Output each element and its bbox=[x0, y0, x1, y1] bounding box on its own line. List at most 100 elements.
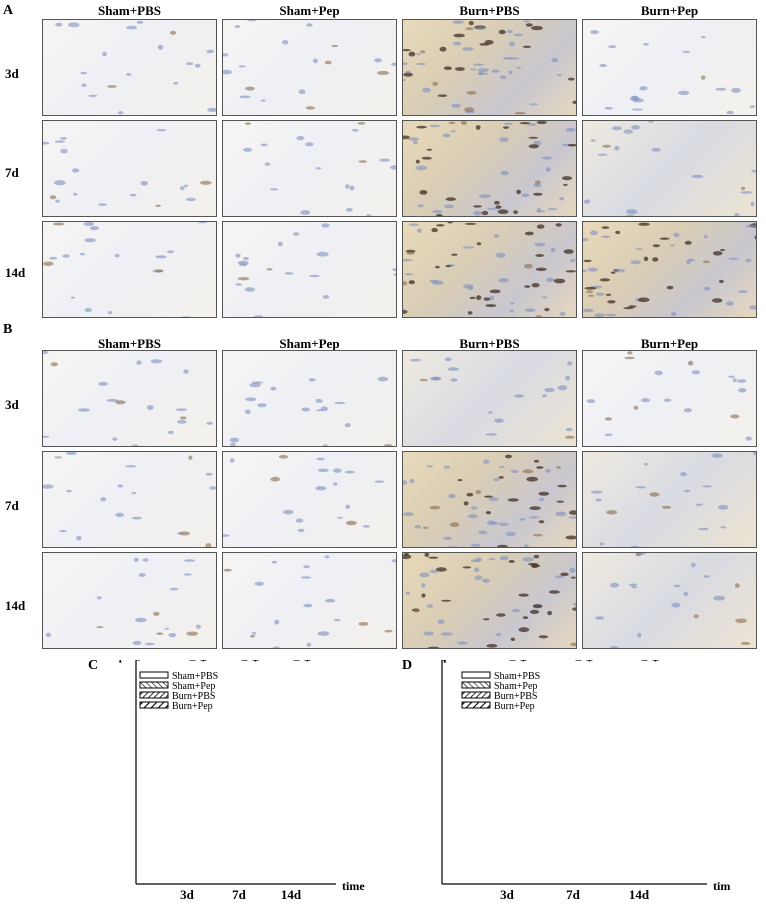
cell-nucleus bbox=[115, 512, 124, 518]
cell-nucleus bbox=[392, 268, 396, 272]
cell-nucleus bbox=[426, 465, 434, 468]
cell-nucleus bbox=[712, 251, 723, 256]
cell-nucleus bbox=[450, 130, 456, 133]
cell-nucleus bbox=[703, 286, 711, 291]
cell-nucleus bbox=[631, 125, 640, 130]
cell-nucleus bbox=[553, 278, 566, 284]
cell-nucleus bbox=[565, 427, 573, 432]
cell-nucleus bbox=[631, 545, 640, 547]
cell-nucleus bbox=[565, 270, 576, 273]
cell-nucleus bbox=[521, 193, 530, 197]
cell-nucleus bbox=[417, 228, 422, 234]
tissue-texture bbox=[403, 553, 576, 648]
cell-nucleus bbox=[270, 188, 279, 191]
cell-nucleus bbox=[247, 20, 257, 22]
cell-nucleus bbox=[701, 75, 706, 80]
cell-nucleus bbox=[403, 135, 410, 140]
cell-nucleus bbox=[524, 285, 531, 288]
cell-nucleus bbox=[278, 455, 289, 459]
cell-nucleus bbox=[324, 60, 332, 65]
cell-nucleus bbox=[567, 143, 576, 147]
cell-nucleus bbox=[186, 631, 199, 636]
cell-nucleus bbox=[271, 560, 278, 564]
cell-nucleus bbox=[71, 168, 80, 173]
cell-nucleus bbox=[649, 492, 660, 497]
cell-nucleus bbox=[510, 302, 515, 305]
cell-nucleus bbox=[643, 43, 650, 46]
cell-nucleus bbox=[745, 436, 752, 441]
cell-nucleus bbox=[556, 500, 565, 503]
cell-nucleus bbox=[630, 260, 641, 265]
cell-nucleus bbox=[344, 470, 355, 474]
cell-nucleus bbox=[432, 81, 439, 86]
c-x-tick-label: 3d bbox=[180, 887, 195, 900]
cell-nucleus bbox=[549, 590, 560, 594]
cell-nucleus bbox=[559, 197, 564, 201]
tissue-texture bbox=[223, 555, 396, 648]
cell-nucleus bbox=[408, 280, 415, 285]
panel-b-col-title-sham-pep: Sham+Pep bbox=[279, 336, 340, 351]
cell-nucleus bbox=[324, 555, 330, 559]
cell-nucleus bbox=[686, 259, 691, 265]
cell-nucleus bbox=[513, 33, 523, 37]
chart-d-svg: 050100150200Relative CD-68 protein expre… bbox=[316, 648, 736, 902]
c-legend-swatch bbox=[139, 691, 169, 699]
cell-nucleus bbox=[155, 255, 167, 259]
cell-nucleus bbox=[691, 174, 704, 179]
cell-nucleus bbox=[628, 583, 638, 587]
cell-nucleus bbox=[635, 486, 647, 489]
c-significance-mark: * bbox=[189, 660, 197, 664]
cell-nucleus bbox=[536, 121, 547, 125]
cell-nucleus bbox=[560, 572, 569, 577]
cell-nucleus bbox=[43, 261, 54, 267]
d-significance-mark: ‡ bbox=[653, 660, 659, 663]
cell-nucleus bbox=[142, 558, 149, 562]
cell-nucleus bbox=[413, 608, 420, 613]
cell-nucleus bbox=[429, 124, 441, 128]
cell-nucleus bbox=[639, 86, 648, 91]
cell-nucleus bbox=[623, 129, 634, 134]
cell-nucleus bbox=[98, 203, 107, 206]
cell-nucleus bbox=[711, 453, 723, 458]
cell-nucleus bbox=[316, 457, 325, 461]
d-legend-label: Burn+PBS bbox=[494, 691, 537, 702]
cell-nucleus bbox=[444, 357, 452, 362]
cell-nucleus bbox=[611, 271, 616, 274]
cell-nucleus bbox=[443, 66, 452, 70]
cell-nucleus bbox=[315, 398, 323, 403]
cell-nucleus bbox=[209, 486, 216, 490]
cell-nucleus bbox=[499, 555, 509, 561]
tissue-texture bbox=[242, 122, 396, 216]
cell-nucleus bbox=[583, 237, 589, 242]
cell-nucleus bbox=[671, 602, 681, 608]
cell-nucleus bbox=[50, 195, 57, 200]
cell-nucleus bbox=[483, 297, 491, 301]
panel-b-micrograph-7d-sham-pbs bbox=[42, 451, 217, 548]
cell-nucleus bbox=[629, 96, 640, 101]
panel-a-micrograph-3d-burn-pbs bbox=[402, 19, 577, 116]
cell-nucleus bbox=[666, 285, 674, 290]
cell-nucleus bbox=[563, 249, 574, 254]
d-significance-mark: * bbox=[575, 660, 583, 664]
cell-nucleus bbox=[663, 398, 672, 402]
cell-nucleus bbox=[493, 477, 500, 482]
cell-nucleus bbox=[481, 210, 489, 216]
cell-nucleus bbox=[131, 444, 139, 446]
d-legend-label: Sham+Pep bbox=[494, 681, 537, 692]
cell-nucleus bbox=[88, 94, 98, 97]
cell-nucleus bbox=[282, 40, 289, 45]
cell-nucleus bbox=[614, 145, 620, 151]
cell-nucleus bbox=[379, 158, 391, 162]
cell-nucleus bbox=[442, 133, 451, 138]
cell-nucleus bbox=[274, 619, 280, 625]
cell-nucleus bbox=[175, 408, 187, 411]
cell-nucleus bbox=[590, 30, 600, 35]
cell-nucleus bbox=[684, 240, 692, 245]
cell-nucleus bbox=[169, 587, 179, 591]
cell-nucleus bbox=[322, 295, 330, 299]
cell-nucleus bbox=[754, 235, 756, 240]
cell-nucleus bbox=[489, 289, 501, 294]
cell-nucleus bbox=[437, 94, 448, 97]
cell-nucleus bbox=[415, 159, 420, 164]
cell-nucleus bbox=[403, 62, 408, 66]
